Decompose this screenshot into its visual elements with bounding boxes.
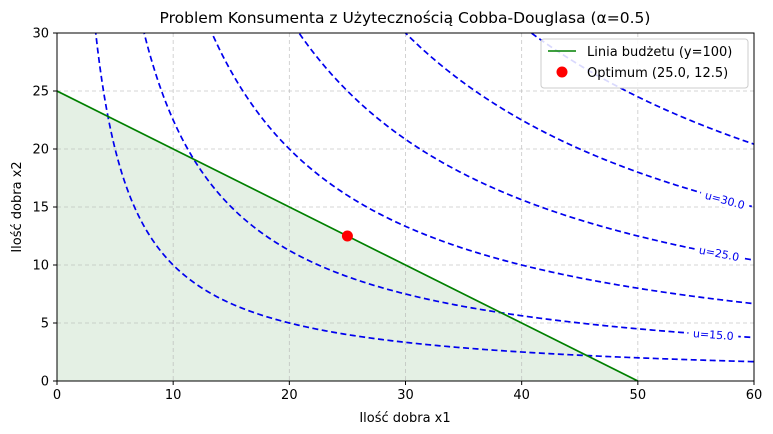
y-tick-label: 25 [32,85,49,100]
plot-area: u=15.0 u=25.0 u=30.0 [56,32,755,382]
legend-box [540,38,749,89]
indifference-curve [404,33,754,208]
indifference-curve [297,33,754,262]
y-axis-label: Ilość dobra x2 [10,161,25,252]
y-tick-label: 30 [32,27,49,42]
legend-optimum-label: Optimum (25.0, 12.5) [587,66,728,81]
x-tick-label: 40 [513,388,530,403]
legend-budget-label: Linia budżetu (y=100) [587,45,732,60]
contour-label: u=25.0 [698,244,740,264]
x-tick-label: 10 [165,388,182,403]
indifference-curve [210,33,754,305]
y-tick-label: 10 [32,259,49,274]
contour-label-bg [693,241,746,265]
x-tick-label: 30 [397,388,414,403]
indifference-curve [94,33,754,363]
contour-label-bg [698,186,751,214]
chart-title: Problem Konsumenta z Użytecznością Cobba… [160,9,651,27]
x-axis-label: Ilość dobra x1 [359,411,450,426]
optimum-point [341,230,353,242]
legend: Linia budżetu (y=100) Optimum (25.0, 12.… [540,38,749,89]
y-tick-label: 20 [32,143,49,158]
y-tick-label: 5 [41,317,49,332]
indifference-curve [143,33,754,339]
x-tick-label: 0 [53,388,61,403]
contour-label: u=30.0 [703,189,746,212]
x-tick-label: 20 [281,388,298,403]
y-tick-label: 0 [41,375,49,390]
x-tick-label: 50 [630,388,647,403]
contour-label-bg [687,325,739,344]
legend-optimum-swatch [556,66,568,78]
y-tick-label: 15 [32,201,49,216]
contour-label: u=15.0 [693,327,735,343]
x-tick-label: 60 [746,388,763,403]
